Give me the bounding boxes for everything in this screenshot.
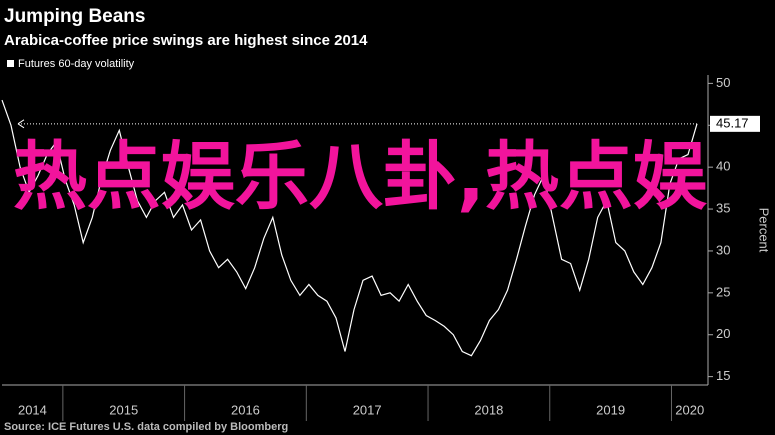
x-tick-label: 2017 — [353, 402, 382, 417]
y-tick-label: 20 — [716, 326, 730, 341]
y-tick-label: 25 — [716, 284, 730, 299]
chart-subtitle: Arabica-coffee price swings are highest … — [4, 32, 368, 49]
x-tick-label: 2020 — [675, 402, 704, 417]
y-tick-label: 50 — [716, 75, 730, 90]
x-tick-label: 2018 — [474, 402, 503, 417]
chart-title: Jumping Beans — [4, 6, 145, 27]
line — [1, 99, 698, 357]
x-tick-label: 2014 — [18, 402, 47, 417]
y-tick-label: 35 — [716, 200, 730, 215]
y-tick-label: 15 — [716, 368, 730, 383]
legend-label: Futures 60-day volatility — [18, 58, 135, 70]
guide-arrow — [17, 119, 25, 129]
legend-swatch — [7, 60, 14, 67]
x-tick-label: 2016 — [231, 402, 260, 417]
last-value-box — [710, 115, 760, 132]
last-value-label: 45.17 — [716, 115, 749, 130]
y-axis-label: Percent — [757, 208, 772, 253]
x-tick-label: 2019 — [596, 402, 625, 417]
y-tick-label: 40 — [716, 159, 730, 174]
y-tick-label: 30 — [716, 242, 730, 257]
x-tick-label: 2015 — [109, 402, 138, 417]
source: Source: ICE Futures U.S. data compiled b… — [4, 421, 288, 433]
